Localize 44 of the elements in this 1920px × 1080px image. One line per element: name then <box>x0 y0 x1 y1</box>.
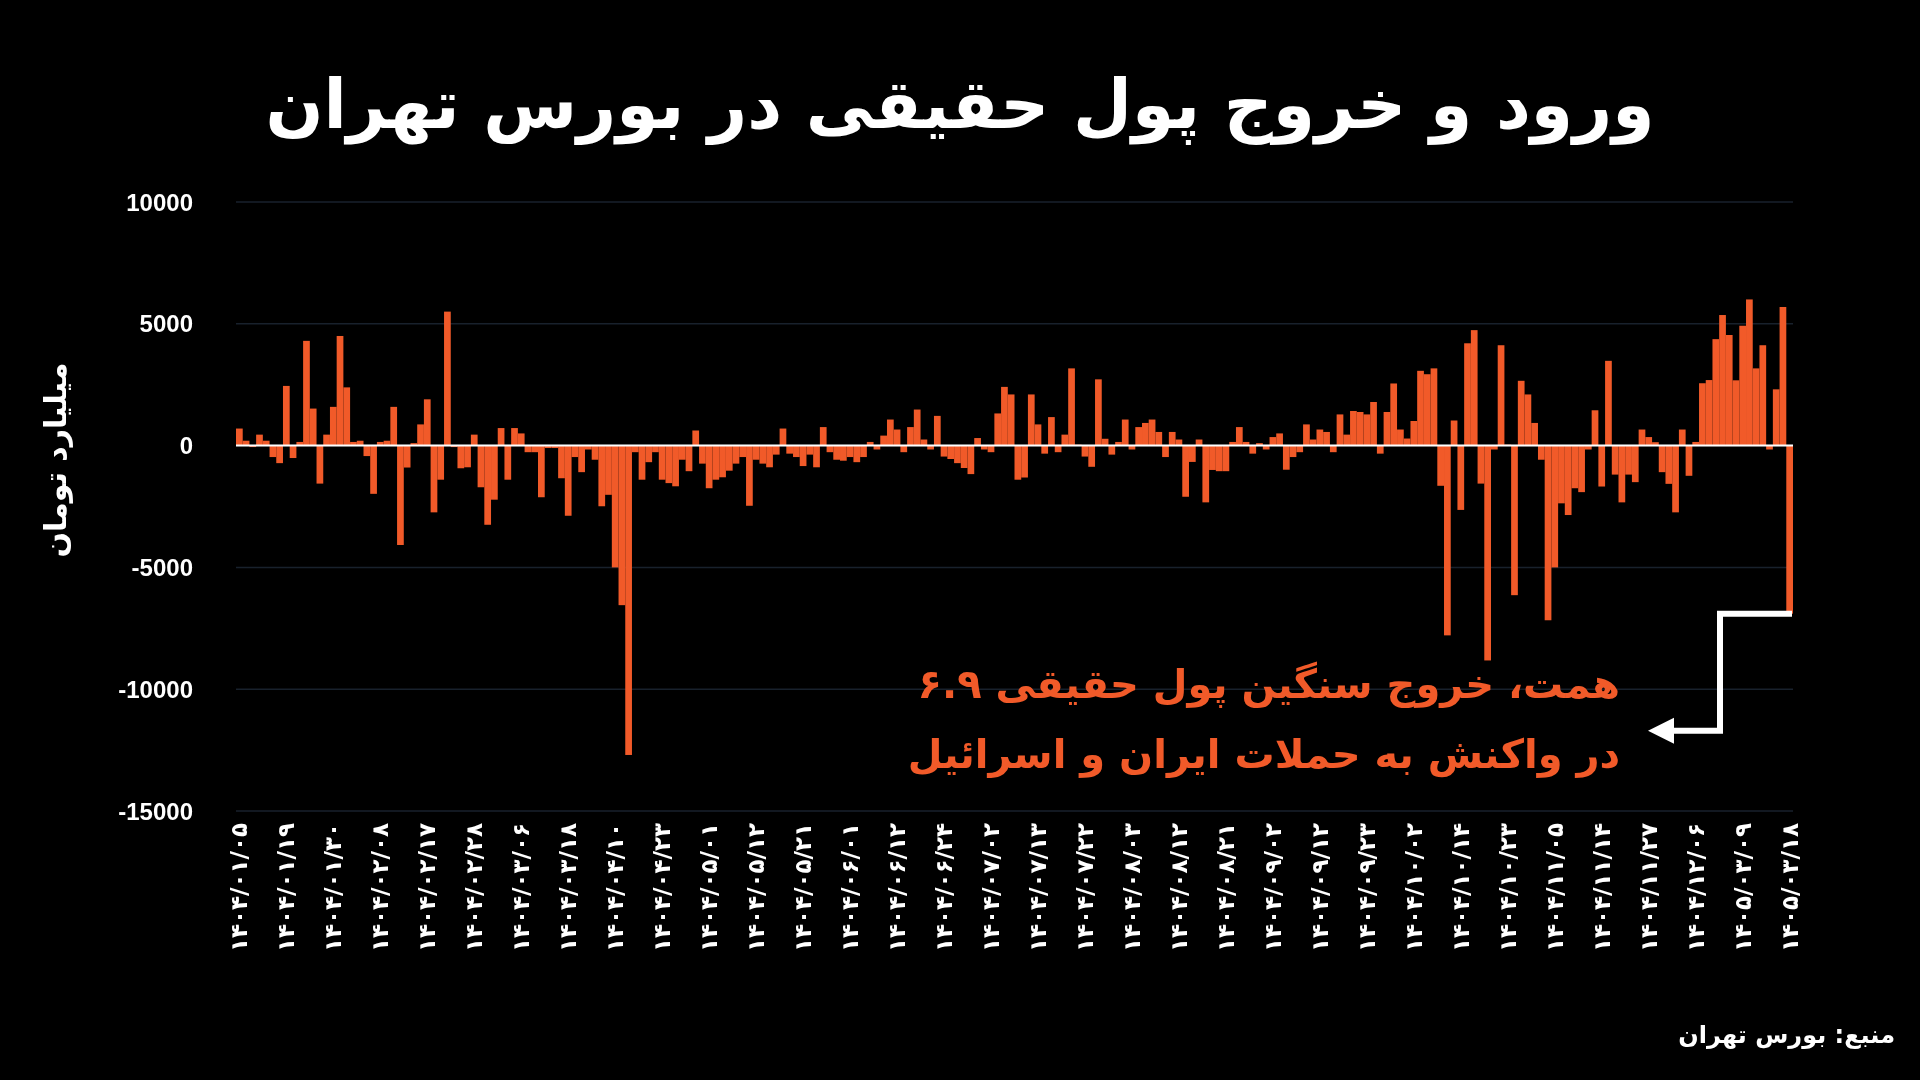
x-tick-label: ۱۴۰۴/۰۵/۱۲ <box>743 823 770 953</box>
x-tick-label: ۱۴۰۴/۰۸/۲۱ <box>1212 823 1239 953</box>
y-axis-title: میلیارد تومان <box>37 362 73 558</box>
x-tick-label: ۱۴۰۴/۰۲/۲۸ <box>461 823 488 953</box>
x-tick-label: ۱۴۰۴/۱۰/۲۳ <box>1494 823 1521 953</box>
text: منبع: بورس تهران <box>1678 1021 1895 1049</box>
x-tick-label: ۱۴۰۴/۰۳/۰۶ <box>508 823 535 953</box>
x-tick-label: ۱۴۰۴/۰۶/۱۲ <box>884 823 911 953</box>
x-tick-label: ۱۴۰۴/۰۸/۱۲ <box>1165 823 1192 953</box>
x-tick-label: ۱۴۰۴/۱۰/۱۴ <box>1447 823 1474 953</box>
x-tick-label: ۱۴۰۴/۰۸/۰۳ <box>1118 823 1145 953</box>
x-tick-label: ۱۴۰۴/۰۵/۰۱ <box>696 823 723 953</box>
x-tick-label: ۱۴۰۴/۰۲/۰۸ <box>367 823 394 953</box>
x-tick-label: ۱۴۰۴/۰۶/۰۱ <box>837 823 864 953</box>
x-tick-label: ۱۴۰۴/۰۶/۲۴ <box>931 823 958 953</box>
x-tick-label: ۱۴۰۴/۱۱/۱۴ <box>1588 823 1615 953</box>
x-tick-label: ۱۴۰۴/۰۴/۲۳ <box>649 823 676 953</box>
y-tick-label: -5000 <box>131 553 193 581</box>
x-tick-label: ۱۴۰۴/۰۹/۱۲ <box>1306 823 1333 953</box>
x-tick-label: ۱۴۰۴/۰۱/۰۵ <box>226 823 253 953</box>
x-tick-label: ۱۴۰۴/۰۴/۱۰ <box>602 823 629 953</box>
x-tick-label: ۱۴۰۴/۱۰/۰۲ <box>1400 823 1427 953</box>
y-tick-label: 0 <box>179 432 193 460</box>
x-tick-label: ۱۴۰۴/۰۹/۰۲ <box>1259 823 1286 953</box>
annotation: ۶.۹ همت، خروج سنگین پول حقیقی در واکنش به حملات ایران و اسرائیل <box>907 660 1620 777</box>
x-tick-label: ۱۴۰۵/۰۳/۱۸ <box>1776 823 1803 953</box>
y-tick-label: -10000 <box>118 675 193 703</box>
y-tick-label: -15000 <box>118 797 193 825</box>
chart-title: ورود و خروج پول حقیقی در بورس تهران <box>265 65 1655 145</box>
x-tick-label: ۱۴۰۴/۰۷/۲۲ <box>1071 823 1098 953</box>
x-tick-label: ۱۴۰۴/۰۷/۱۳ <box>1024 823 1051 953</box>
y-tick-label: 5000 <box>139 310 193 338</box>
x-tick-label: ۱۴۰۴/۰۳/۱۸ <box>555 823 582 953</box>
x-tick-label: ۱۴۰۴/۱۱/۲۷ <box>1635 823 1662 953</box>
x-tick-label: ۱۴۰۴/۰۲/۱۷ <box>414 823 441 953</box>
x-tick-label: ۱۴۰۴/۱۲/۰۶ <box>1682 823 1709 953</box>
y-tick-label: 10000 <box>126 188 193 216</box>
x-tick-label: ۱۴۰۴/۰۱/۳۰ <box>320 823 347 953</box>
x-tick-label: ۱۴۰۴/۰۱/۱۹ <box>273 823 300 953</box>
x-tick-label: ۱۴۰۴/۰۹/۲۳ <box>1353 823 1380 953</box>
x-tick-label: ۱۴۰۵/۰۳/۰۹ <box>1729 823 1756 953</box>
x-tick-label: ۱۴۰۴/۰۷/۰۲ <box>978 823 1005 953</box>
x-tick-label: ۱۴۰۴/۱۱/۰۵ <box>1541 823 1568 953</box>
x-tick-label: ۱۴۰۴/۰۵/۲۱ <box>790 823 817 953</box>
